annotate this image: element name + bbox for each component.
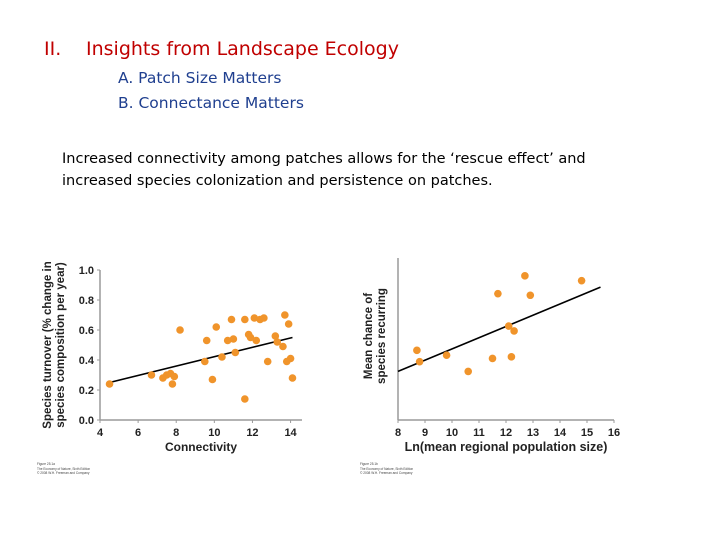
data-point xyxy=(202,336,211,345)
data-point xyxy=(241,315,249,324)
data-point xyxy=(260,314,268,322)
slide-heading: II. Insights from Landscape Ecology xyxy=(44,38,399,60)
data-point xyxy=(227,315,236,324)
data-point xyxy=(288,374,297,382)
x-tick-label: 12 xyxy=(246,427,258,439)
y-tick-label: 0.4 xyxy=(79,355,95,367)
x-tick-label: 8 xyxy=(395,427,401,439)
x-tick-label: 4 xyxy=(97,427,104,439)
x-tick-label: 12 xyxy=(500,427,512,439)
data-point xyxy=(488,354,497,363)
x-tick-label: 9 xyxy=(422,427,428,439)
data-point xyxy=(413,346,421,355)
data-point xyxy=(176,326,184,334)
x-axis-label: Connectivity xyxy=(165,440,237,454)
data-point xyxy=(279,342,287,351)
data-point xyxy=(507,353,516,361)
data-point xyxy=(246,333,255,342)
data-point xyxy=(273,338,282,346)
trend-line xyxy=(397,286,601,373)
data-point xyxy=(229,335,238,343)
data-point xyxy=(504,322,513,330)
figure-credit-left: Figure 25.1a The Economy of Nature, Sixt… xyxy=(37,462,90,476)
x-tick-label: 6 xyxy=(135,427,141,439)
data-point xyxy=(510,327,518,335)
x-tick-label: 11 xyxy=(473,427,485,439)
credit-line: The Economy of Nature, Sixth Edition xyxy=(360,466,414,471)
y-tick-label: 0.8 xyxy=(79,295,94,307)
data-point xyxy=(223,336,232,345)
data-point xyxy=(442,351,451,359)
data-point xyxy=(147,371,156,379)
figure-credit-right: Figure 25.1b The Economy of Nature, Sixt… xyxy=(360,462,413,476)
trend-line xyxy=(109,336,293,384)
data-point xyxy=(105,380,114,388)
credit-line: The Economy of Nature, Sixth Edition xyxy=(37,466,91,471)
y-axis-label: species composition per year) xyxy=(55,262,67,428)
credit-line: Figure 25.1a xyxy=(37,462,55,466)
data-point xyxy=(526,291,535,300)
data-point xyxy=(252,336,261,345)
data-point xyxy=(250,314,259,322)
y-axis-label: species recurring xyxy=(376,288,388,384)
subpoint-patch-size: A. Patch Size Matters xyxy=(118,69,282,87)
data-point xyxy=(415,357,424,366)
x-tick-label: 14 xyxy=(554,427,567,439)
x-tick-label: 10 xyxy=(208,427,220,439)
x-axis-label: Ln(mean regional population size) xyxy=(405,440,608,454)
data-point xyxy=(168,380,177,388)
x-tick-label: 8 xyxy=(173,427,179,439)
data-point xyxy=(577,276,586,285)
x-tick-label: 13 xyxy=(527,427,539,439)
y-axis-label: Species turnover (% change in xyxy=(42,261,54,428)
data-point xyxy=(263,357,272,366)
x-tick-label: 16 xyxy=(608,427,620,439)
data-point xyxy=(271,332,280,340)
y-tick-label: 0.0 xyxy=(79,415,94,427)
data-point xyxy=(494,289,502,298)
credit-line: © 2008 W.H. Freeman and Company xyxy=(360,471,413,475)
data-point xyxy=(218,353,226,361)
data-point xyxy=(464,367,472,376)
subpoint-connectance: B. Connectance Matters xyxy=(118,94,304,112)
data-point xyxy=(231,348,240,357)
credit-line: Figure 25.1b xyxy=(360,462,378,466)
body-text: Increased connectivity among patches all… xyxy=(62,151,586,189)
y-tick-label: 0.2 xyxy=(79,385,94,397)
data-point xyxy=(241,395,249,403)
data-point xyxy=(208,375,217,384)
y-tick-label: 1.0 xyxy=(79,265,94,277)
x-tick-label: 10 xyxy=(446,427,458,439)
x-tick-label: 15 xyxy=(581,427,593,439)
data-point xyxy=(212,323,221,331)
data-point xyxy=(170,372,179,381)
credit-line: © 2008 W.H. Freeman and Company xyxy=(37,471,90,475)
y-tick-label: 0.6 xyxy=(79,325,94,337)
heading-number: II. xyxy=(44,38,62,60)
connectivity-scatter-chart: 4 6 8 10 12 14 0.0 0.2 0.4 0.6 0.8 1.0 Connectivity S… xyxy=(42,261,302,454)
data-point xyxy=(286,354,295,363)
y-axis-label: Mean chance of xyxy=(363,293,375,379)
data-point xyxy=(201,357,209,366)
x-tick-label: 14 xyxy=(284,427,297,439)
data-point xyxy=(521,272,529,280)
data-point xyxy=(281,311,289,319)
data-point xyxy=(284,320,293,328)
heading-text: Insights from Landscape Ecology xyxy=(86,38,399,60)
